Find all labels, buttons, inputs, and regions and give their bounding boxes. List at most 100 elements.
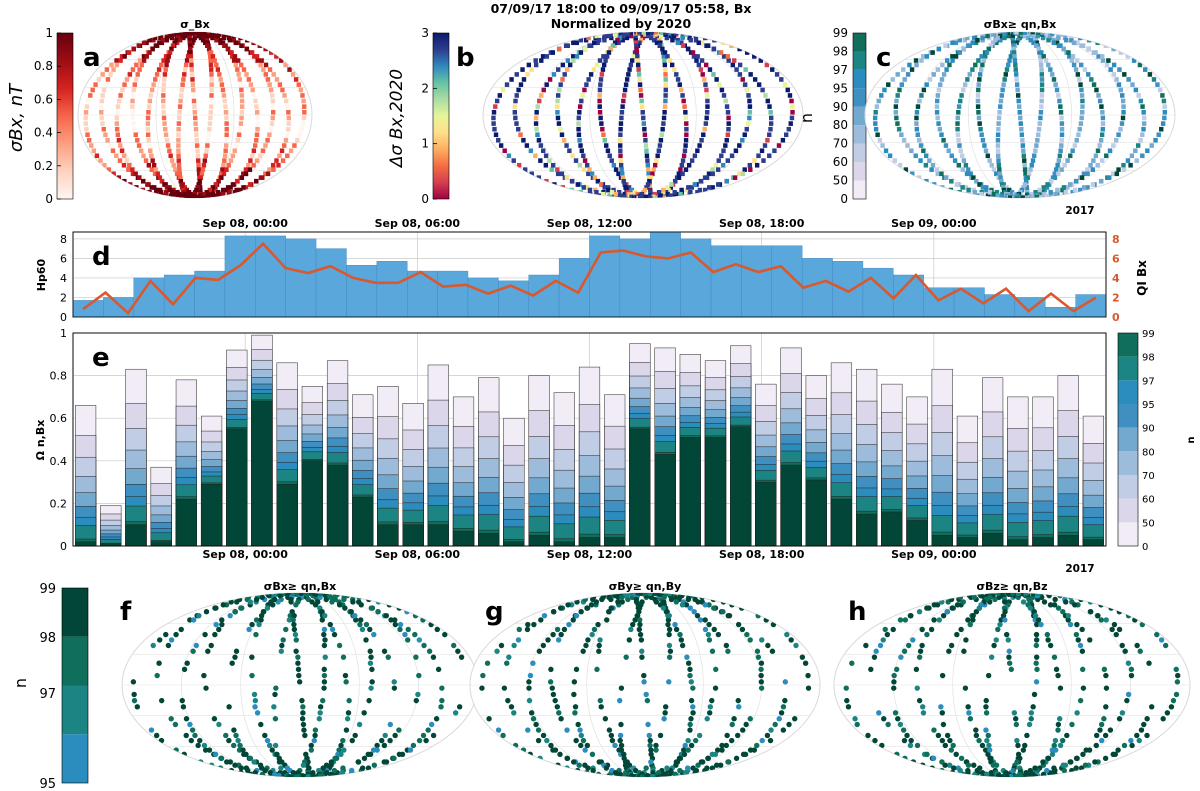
track-sample <box>209 98 214 104</box>
track-dot <box>636 626 643 633</box>
track-dot <box>1080 685 1087 691</box>
track-sample <box>235 58 241 63</box>
track-dot <box>638 637 645 643</box>
track-sample <box>663 87 668 93</box>
track-sample <box>661 54 666 59</box>
track-dot <box>413 697 419 704</box>
track-sample <box>1120 93 1125 98</box>
track-sample <box>918 158 923 163</box>
track-sample <box>184 33 189 39</box>
colorbar-tick-label: 0 <box>840 192 848 206</box>
track-dot <box>1116 608 1123 615</box>
track-sample <box>1116 132 1121 138</box>
track-sample <box>718 50 724 55</box>
track-sample <box>994 190 1000 195</box>
colorbar-segment <box>853 69 866 89</box>
colorbar-tick-label: 0 <box>45 192 53 206</box>
track-dot <box>596 759 602 765</box>
track-dot <box>425 727 431 733</box>
omega-bar-segment <box>578 537 601 547</box>
track-dot <box>758 679 765 685</box>
track-sample <box>1056 43 1062 48</box>
track-dot <box>535 727 542 733</box>
track-sample <box>173 191 178 197</box>
track-sample <box>887 153 893 159</box>
track-sample <box>235 67 240 72</box>
track-dot <box>728 737 735 744</box>
track-dot <box>973 732 980 739</box>
track-sample <box>1033 43 1039 48</box>
track-sample <box>544 54 550 59</box>
track-sample <box>220 40 226 46</box>
track-dot <box>540 642 547 649</box>
track-dot <box>1077 697 1084 704</box>
track-dot <box>367 751 374 758</box>
track-sample <box>644 148 649 154</box>
track-sample <box>1042 32 1048 36</box>
track-sample <box>622 191 628 197</box>
track-dot <box>163 631 169 638</box>
track-sample <box>215 33 220 39</box>
track-sample <box>688 190 693 195</box>
track-sample <box>301 115 307 121</box>
track-sample <box>937 126 943 132</box>
track-dot <box>698 759 705 765</box>
track-sample <box>268 126 274 132</box>
track-dot <box>643 691 649 698</box>
track-sample <box>150 158 155 163</box>
hp60-bar <box>72 300 104 318</box>
track-dot <box>690 710 696 716</box>
track-sample <box>759 148 765 154</box>
track-dot <box>673 599 680 605</box>
track-dot <box>220 602 227 608</box>
track-sample <box>163 132 169 138</box>
track-dot <box>1139 621 1146 628</box>
track-sample <box>220 191 225 197</box>
track-sample <box>760 87 765 93</box>
track-dot <box>1033 637 1040 643</box>
y-tick-label: 4 <box>60 272 67 285</box>
track-sample <box>161 87 166 93</box>
track-sample <box>915 104 921 109</box>
track-sample <box>897 87 902 93</box>
track-dot <box>1034 666 1040 673</box>
track-sample <box>253 98 258 104</box>
track-sample <box>524 143 530 148</box>
track-sample <box>724 104 730 109</box>
track-sample <box>669 182 674 187</box>
track-dot <box>212 605 218 611</box>
track-sample <box>917 98 922 104</box>
track-sample <box>965 35 970 41</box>
track-sample <box>1049 178 1054 184</box>
track-sample <box>1125 158 1131 163</box>
track-sample <box>540 54 546 59</box>
track-sample <box>1014 195 1020 198</box>
track-sample <box>748 167 753 172</box>
track-sample <box>285 132 290 138</box>
track-dot <box>416 672 422 679</box>
track-dot <box>227 612 233 619</box>
track-dot <box>845 704 852 710</box>
track-sample <box>927 77 933 82</box>
track-dot <box>511 710 517 716</box>
track-sample <box>130 93 136 98</box>
track-sample <box>198 195 203 198</box>
track-dot <box>323 769 330 776</box>
track-sample <box>156 67 162 72</box>
track-sample <box>299 126 304 132</box>
track-sample <box>613 191 619 197</box>
track-dot <box>1033 631 1040 638</box>
track-dot <box>331 631 338 638</box>
track-sample <box>241 185 246 190</box>
track-dot <box>416 637 423 643</box>
track-dot <box>580 737 587 744</box>
hp60-bar <box>103 297 134 318</box>
track-dot <box>173 631 179 638</box>
track-sample <box>719 87 725 93</box>
track-sample <box>721 93 727 98</box>
track-sample <box>605 148 611 154</box>
track-dot <box>647 593 653 597</box>
track-sample <box>557 87 562 93</box>
track-sample <box>1014 82 1020 87</box>
